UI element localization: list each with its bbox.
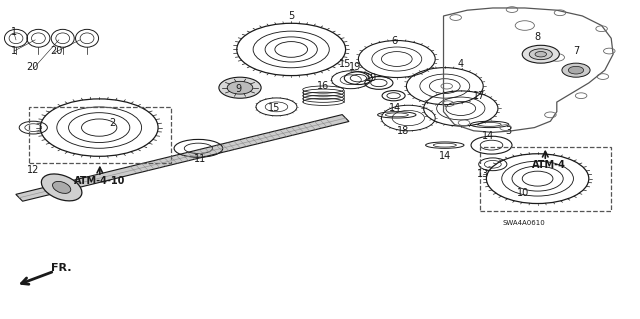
Text: 14: 14 — [439, 151, 452, 161]
Text: 12: 12 — [27, 165, 40, 175]
Circle shape — [219, 77, 261, 98]
Circle shape — [562, 63, 590, 77]
Text: 19: 19 — [349, 62, 362, 72]
Text: 20: 20 — [50, 46, 63, 56]
Text: 1: 1 — [11, 27, 17, 37]
Text: 3: 3 — [506, 126, 512, 136]
Text: 14: 14 — [482, 130, 495, 141]
Circle shape — [568, 66, 584, 74]
Ellipse shape — [522, 45, 559, 63]
Bar — [29, 107, 171, 163]
Text: 11: 11 — [193, 154, 206, 165]
Bar — [480, 147, 611, 211]
Ellipse shape — [52, 182, 71, 193]
Text: 15: 15 — [268, 103, 280, 114]
Text: 19: 19 — [365, 73, 378, 83]
Text: SWA4A0610: SWA4A0610 — [502, 220, 545, 226]
Text: 7: 7 — [573, 46, 579, 56]
Text: 4: 4 — [458, 59, 464, 69]
Text: 17: 17 — [472, 91, 485, 101]
Text: 16: 16 — [317, 81, 330, 91]
Text: 5: 5 — [288, 11, 294, 21]
Circle shape — [227, 81, 253, 94]
Text: 20: 20 — [26, 62, 38, 72]
Text: 10: 10 — [517, 188, 530, 198]
Polygon shape — [16, 115, 349, 201]
Text: 2: 2 — [109, 118, 115, 128]
Text: ATM-4-10: ATM-4-10 — [74, 176, 125, 186]
Text: 1: 1 — [11, 46, 17, 56]
Text: 9: 9 — [235, 84, 241, 94]
Text: 13: 13 — [477, 169, 490, 179]
Ellipse shape — [42, 174, 82, 201]
Text: 18: 18 — [397, 126, 410, 136]
Text: 15: 15 — [339, 59, 352, 69]
Text: FR.: FR. — [51, 263, 72, 273]
Text: 8: 8 — [534, 32, 541, 42]
Ellipse shape — [535, 52, 547, 57]
Text: 14: 14 — [388, 103, 401, 114]
Ellipse shape — [529, 49, 552, 60]
Text: 6: 6 — [392, 36, 398, 47]
Text: ATM-4: ATM-4 — [532, 160, 566, 170]
